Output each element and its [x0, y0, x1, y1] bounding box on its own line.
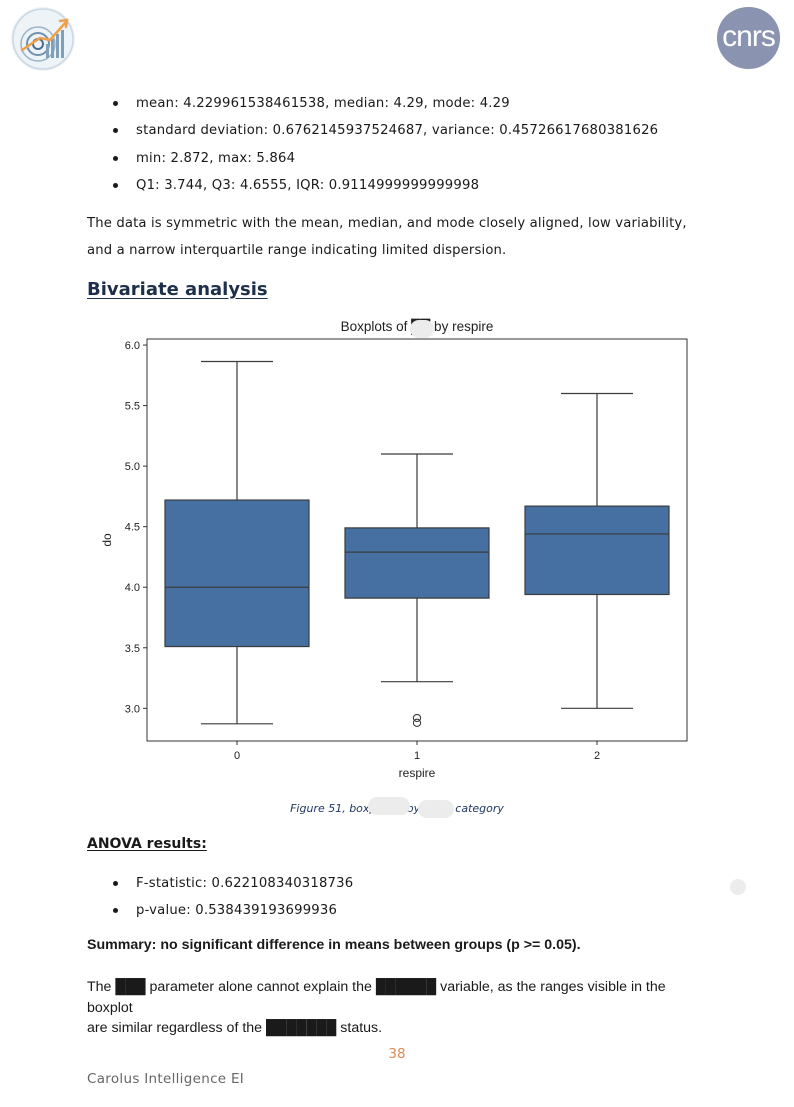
y-tick-label: 6.0 — [125, 340, 140, 352]
box-1 — [344, 527, 490, 599]
list-item: min: 2.872, max: 5.864 — [87, 147, 707, 174]
y-axis-label: do — [100, 533, 114, 547]
list-item: p-value: 0.538439193699936 — [87, 899, 353, 926]
cnrs-logo: cnrs — [715, 5, 782, 72]
x-tick-label: 1 — [414, 750, 420, 762]
x-tick-label: 2 — [594, 750, 600, 762]
boxplot-chart: Boxplots of ██ by respire3.03.54.04.55.0… — [100, 318, 688, 780]
list-item: mean: 4.229961538461538, median: 4.29, m… — [87, 92, 707, 119]
conclusion-line: The ███ parameter alone cannot explain t… — [87, 979, 666, 1016]
anova-heading: ANOVA results: — [87, 836, 207, 852]
box-2 — [524, 505, 670, 596]
cnrs-logo-text: cnrs — [722, 20, 776, 53]
outlier-point — [412, 718, 422, 727]
y-tick-label: 3.0 — [125, 703, 140, 715]
conclusion-paragraph: The ███ parameter alone cannot explain t… — [87, 977, 712, 1039]
x-tick-label: 0 — [234, 750, 240, 762]
company-logo-icon — [10, 6, 76, 72]
y-tick-label: 4.0 — [125, 582, 140, 594]
box-0 — [164, 499, 310, 648]
interpretation-paragraph: The data is symmetric with the mean, med… — [87, 216, 687, 258]
footer-text: Carolus Intelligence EI — [87, 1071, 245, 1087]
conclusion-line: are similar regardless of the ███████ st… — [87, 1020, 383, 1036]
list-item: F-statistic: 0.622108340318736 — [87, 872, 353, 899]
y-tick-label: 5.0 — [125, 461, 140, 473]
redaction-mark — [368, 797, 410, 815]
y-tick-label: 5.5 — [125, 401, 140, 413]
summary-text: Summary: no significant difference in me… — [87, 937, 581, 953]
y-tick-label: 3.5 — [125, 643, 140, 655]
descriptive-stats-list: mean: 4.229961538461538, median: 4.29, m… — [87, 92, 707, 201]
list-item: Q1: 3.744, Q3: 4.6555, IQR: 0.9114999999… — [87, 174, 707, 201]
list-item: standard deviation: 0.6762145937524687, … — [87, 119, 707, 146]
redaction-mark — [730, 879, 746, 895]
redaction-mark — [410, 320, 434, 338]
y-tick-label: 4.5 — [125, 522, 140, 534]
page-number: 38 — [388, 1046, 406, 1062]
redaction-mark — [418, 800, 454, 818]
x-axis-label: respire — [399, 766, 436, 780]
section-heading: Bivariate analysis — [87, 279, 268, 300]
anova-results-list: F-statistic: 0.622108340318736 p-value: … — [87, 872, 353, 926]
outlier-point — [412, 713, 422, 723]
